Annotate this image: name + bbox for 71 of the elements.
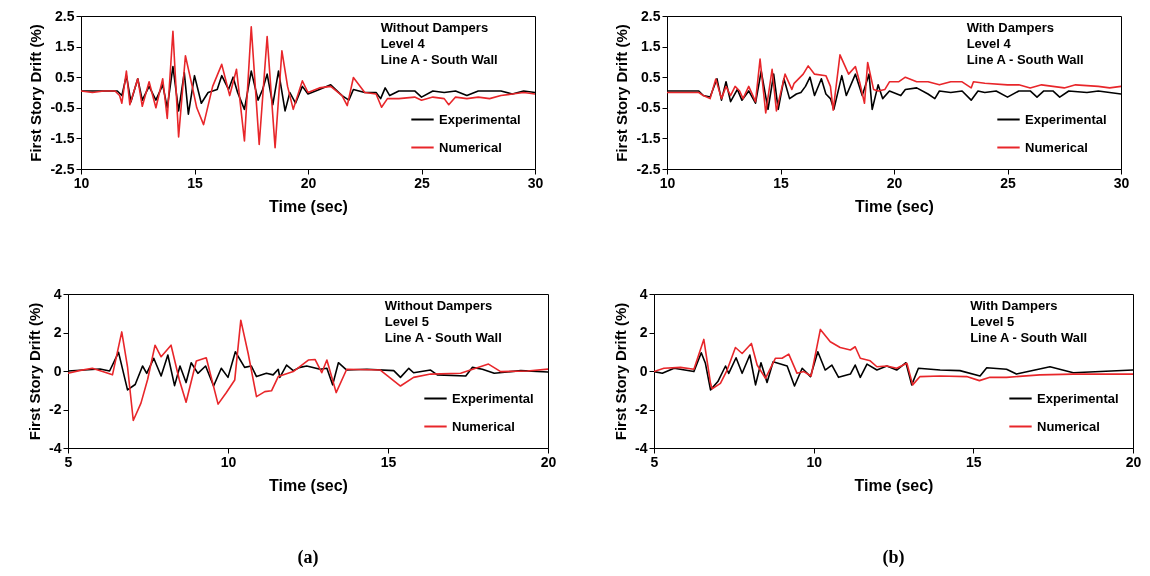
annotation: Line A - South Wall [966,52,1084,67]
y-tick-label: -2.5 [50,160,75,177]
y-axis-title: First Story Drift (%) [27,24,45,162]
annotation: Line A - South Wall [970,330,1088,345]
x-tick-label: 10 [220,453,237,470]
legend-label: Experimental [1037,390,1119,406]
x-tick-label: 10 [806,453,823,470]
x-axis-title: Time (sec) [855,197,934,215]
annotation: With Dampers [970,298,1058,313]
legend-label: Numerical [1025,139,1088,155]
line-series [667,54,1121,114]
y-tick-label: -0.5 [50,99,75,116]
legend-label: Experimental [452,390,534,406]
annotation: Line A - South Wall [384,330,502,345]
x-tick-label: 10 [73,174,90,191]
y-tick-label: 4 [53,285,62,302]
x-axis-title: Time (sec) [854,476,934,494]
y-tick-label: -1.5 [636,129,661,146]
legend-label: Numerical [452,418,515,434]
x-tick-label: 15 [773,174,789,191]
y-tick-label: 0.5 [55,68,75,85]
x-tick-label: 15 [380,453,397,470]
x-tick-label: 15 [966,453,982,470]
x-tick-label: 5 [64,453,73,470]
annotation: Level 5 [384,314,429,329]
x-axis-title: Time (sec) [269,476,348,494]
annotation: Level 4 [380,36,426,51]
x-tick-label: 20 [540,453,557,470]
y-tick-label: -4 [635,439,648,456]
y-tick-label: 4 [639,285,648,302]
x-tick-label: 30 [527,174,544,191]
x-tick-label: 30 [1113,174,1130,191]
y-tick-label: 2.5 [641,7,661,24]
y-tick-label: -1.5 [50,129,75,146]
y-tick-label: 0 [53,362,62,379]
legend-label: Experimental [1025,111,1107,127]
x-tick-label: 20 [1125,453,1142,470]
y-tick-label: -2 [635,401,648,417]
x-tick-label: 25 [414,174,430,191]
y-tick-label: 1.5 [641,38,661,55]
y-tick-label: 0 [639,362,648,379]
x-tick-label: 20 [300,174,317,191]
y-tick-label: -4 [49,439,62,456]
annotation: Level 4 [966,36,1012,51]
x-tick-label: 20 [886,174,903,191]
y-tick-label: 2 [53,324,62,340]
y-tick-label: -2 [49,401,62,417]
y-axis-title: First Story Drift (%) [613,24,631,162]
y-axis-title: First Story Drift (%) [26,302,44,441]
text: (b) [882,547,905,568]
legend-label: Numerical [439,139,502,155]
annotation: Without Dampers [380,20,489,35]
x-tick-label: 15 [187,174,203,191]
y-tick-label: 0.5 [641,68,661,85]
y-tick-label: 2 [639,324,648,340]
annotation: Level 5 [970,314,1015,329]
y-tick-label: 2.5 [55,7,75,24]
x-axis-title: Time (sec) [269,197,348,215]
legend-label: Experimental [439,111,521,127]
x-tick-label: 25 [1000,174,1016,191]
y-tick-label: -0.5 [636,99,661,116]
y-tick-label: 1.5 [55,38,75,55]
x-tick-label: 10 [659,174,676,191]
annotation: Line A - South Wall [380,52,498,67]
y-axis-title: First Story Drift (%) [612,302,630,441]
text: (a) [297,547,319,568]
annotation: With Dampers [966,20,1054,35]
annotation: Without Dampers [384,298,493,313]
x-tick-label: 5 [650,453,659,470]
legend-label: Numerical [1037,418,1100,434]
y-tick-label: -2.5 [636,160,661,177]
